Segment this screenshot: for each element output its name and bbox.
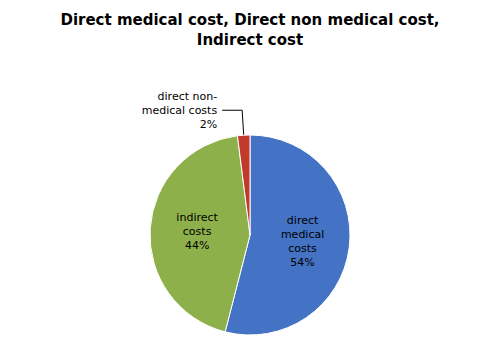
svg-text:direct non-: direct non- [158, 90, 218, 103]
svg-text:2%: 2% [200, 118, 217, 131]
svg-text:medical costs: medical costs [142, 104, 218, 117]
svg-text:Direct medical cost, Direct no: Direct medical cost, Direct non medical … [60, 11, 439, 29]
svg-text:costs: costs [288, 242, 317, 255]
svg-text:medical: medical [281, 228, 324, 241]
svg-text:indirect: indirect [176, 211, 218, 224]
svg-text:Indirect cost: Indirect cost [197, 31, 303, 49]
svg-text:costs: costs [183, 225, 212, 238]
svg-text:direct: direct [287, 214, 319, 227]
svg-text:54%: 54% [290, 256, 314, 269]
svg-text:44%: 44% [185, 239, 209, 252]
